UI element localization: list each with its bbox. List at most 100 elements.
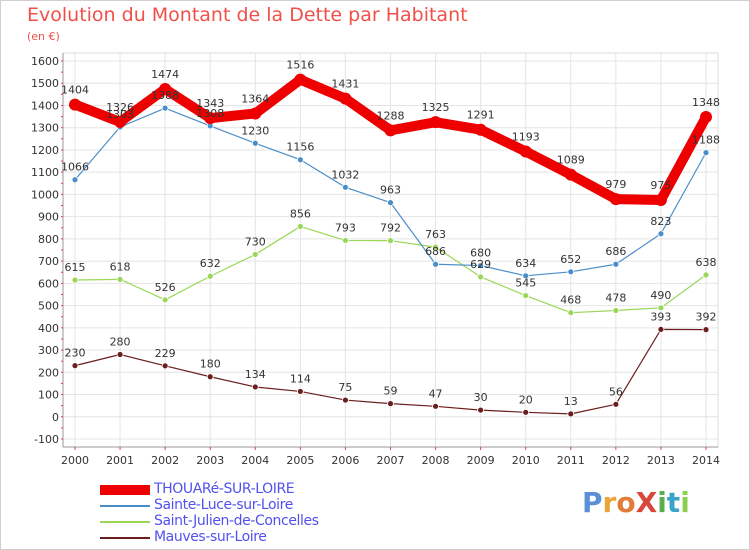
data-point <box>612 260 620 268</box>
data-point <box>474 123 487 136</box>
data-point <box>251 139 259 147</box>
data-label: 1404 <box>61 84 89 97</box>
data-point <box>249 107 262 120</box>
data-labels: 230 280 229 180 134 114 75 59 47 30 20 13 56 393 392 61… <box>61 59 720 408</box>
data-point <box>702 271 710 279</box>
data-label: 763 <box>425 228 446 241</box>
data-point <box>657 304 665 312</box>
data-label: 1156 <box>286 141 314 154</box>
data-label: 1326 <box>106 101 134 114</box>
data-point <box>251 383 259 391</box>
x-tick-label: 2007 <box>377 454 405 467</box>
data-point <box>161 104 169 112</box>
data-point <box>384 124 397 137</box>
data-label: 629 <box>470 258 491 271</box>
data-point <box>71 276 79 284</box>
data-point <box>387 199 394 207</box>
logo-letter: t <box>666 486 681 519</box>
data-point <box>116 351 124 358</box>
x-tick-label: 2012 <box>602 454 630 467</box>
legend-swatch <box>100 505 150 507</box>
data-label: 979 <box>605 178 626 191</box>
data-label: 392 <box>696 311 717 324</box>
y-tick-label: -100 <box>34 433 59 446</box>
data-point <box>564 168 577 181</box>
data-label: 1474 <box>151 68 179 81</box>
data-label: 1032 <box>331 168 359 181</box>
data-point <box>702 326 710 334</box>
x-tick-label: 2008 <box>422 454 450 467</box>
x-tick-label: 2011 <box>557 454 585 467</box>
data-point <box>204 112 217 125</box>
data-label: 30 <box>474 391 488 404</box>
x-tick-label: 2009 <box>467 454 495 467</box>
y-tick-label: 1300 <box>31 122 59 135</box>
y-tick-label: 1500 <box>31 77 59 90</box>
x-tick-label: 2006 <box>331 454 359 467</box>
data-label: 468 <box>560 294 581 307</box>
data-label: 20 <box>519 393 533 406</box>
legend-swatch <box>100 537 150 539</box>
data-point <box>522 292 530 299</box>
data-label: 59 <box>384 385 398 398</box>
data-label: 75 <box>338 381 352 394</box>
data-label: 1193 <box>512 130 540 143</box>
data-point <box>477 273 485 281</box>
data-label: 526 <box>155 281 176 294</box>
data-label: 634 <box>515 257 536 270</box>
y-tick-label: 600 <box>38 277 59 290</box>
data-label: 638 <box>696 256 717 269</box>
y-tick-label: 900 <box>38 211 59 224</box>
data-point <box>657 325 665 333</box>
data-label: 229 <box>155 347 176 360</box>
data-label: 823 <box>650 215 671 228</box>
data-label: 230 <box>65 347 86 360</box>
data-label: 1364 <box>241 92 269 105</box>
x-tick-label: 2004 <box>241 454 269 467</box>
data-point <box>294 73 307 86</box>
data-label: 632 <box>200 257 221 270</box>
unit-label: (en €) <box>27 30 60 43</box>
data-point <box>519 145 532 158</box>
data-point <box>206 272 214 280</box>
data-label: 1288 <box>377 109 405 122</box>
logo-letter: P <box>582 486 603 519</box>
legend-swatch <box>100 521 150 523</box>
logo-letter: r <box>602 486 617 519</box>
y-tick-label: 0 <box>52 411 59 424</box>
data-point <box>432 243 439 251</box>
y-tick-label: 1400 <box>31 99 59 112</box>
data-point <box>339 92 352 105</box>
data-label: 856 <box>290 207 311 220</box>
data-point <box>567 410 575 418</box>
data-point <box>342 237 349 244</box>
x-tick-label: 2000 <box>61 454 89 467</box>
data-point <box>296 156 304 164</box>
data-label: 793 <box>335 221 356 234</box>
data-label: 1089 <box>557 154 585 167</box>
data-point <box>657 230 665 238</box>
legend-label: THOUARé-SUR-LOIRE <box>154 481 295 497</box>
data-point <box>702 149 710 157</box>
x-tick-label: 2002 <box>151 454 179 467</box>
data-point <box>342 396 349 404</box>
data-point <box>296 388 304 395</box>
data-label: 730 <box>245 235 266 248</box>
x-tick-label: 2001 <box>106 454 134 467</box>
data-label: 1308 <box>196 107 224 120</box>
data-point <box>609 193 622 206</box>
data-point <box>116 275 124 283</box>
data-label: 686 <box>425 245 446 258</box>
data-label: 478 <box>605 291 626 304</box>
x-tick-label: 2013 <box>647 454 675 467</box>
data-label: 652 <box>560 253 581 266</box>
x-tick-label: 2014 <box>692 454 720 467</box>
data-point <box>161 362 169 370</box>
data-label: 615 <box>65 261 86 274</box>
data-label: 963 <box>380 184 401 197</box>
data-label: 1325 <box>422 101 450 114</box>
data-point <box>432 260 439 268</box>
data-label: 1291 <box>467 109 495 122</box>
data-label: 134 <box>245 368 266 381</box>
data-point <box>612 400 620 408</box>
